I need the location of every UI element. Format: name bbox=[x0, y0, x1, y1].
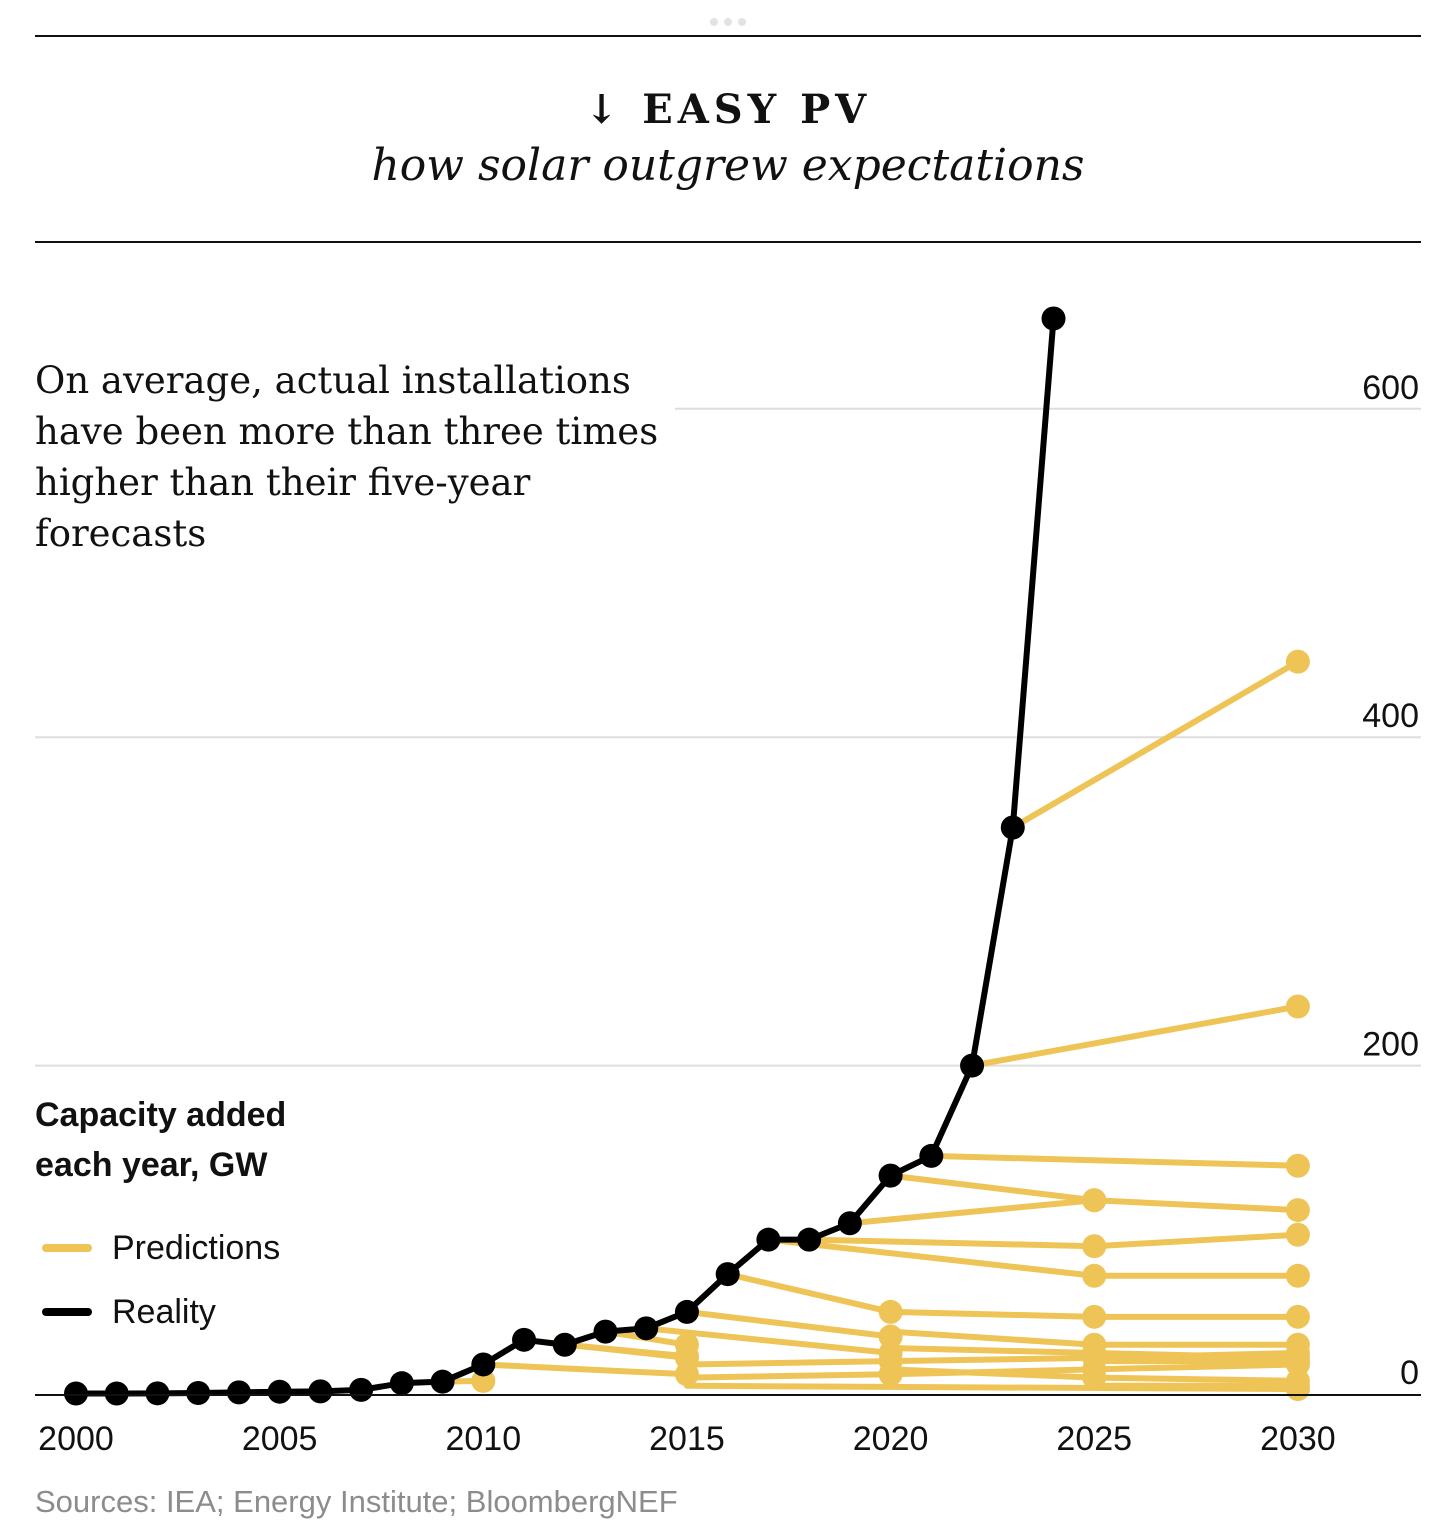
prediction-point-10-2 bbox=[1285, 1263, 1310, 1288]
prediction-line-13 bbox=[887, 1172, 1098, 1204]
prediction-point-0-1 bbox=[471, 1368, 496, 1393]
reality-point-2005 bbox=[267, 1379, 292, 1404]
reality-layer bbox=[64, 306, 1066, 1406]
reality-point-2010 bbox=[471, 1352, 496, 1377]
reality-point-2018 bbox=[797, 1227, 822, 1252]
prediction-line-9 bbox=[724, 1271, 1301, 1320]
prediction-point-11-1 bbox=[1082, 1234, 1107, 1259]
prediction-point-21-1 bbox=[1285, 1349, 1310, 1374]
header-rule bbox=[35, 241, 1421, 243]
reality-point-2003 bbox=[186, 1381, 211, 1406]
chart-kicker: ↓ EASY PV bbox=[584, 86, 872, 133]
prediction-line-11 bbox=[806, 1231, 1301, 1250]
prediction-point-6-1 bbox=[878, 1324, 903, 1349]
legend-item-predictions: Predictions bbox=[42, 1216, 280, 1280]
prediction-line-16 bbox=[1009, 658, 1301, 831]
top-rule bbox=[35, 35, 1421, 37]
prediction-line-14 bbox=[928, 1152, 1301, 1169]
prediction-point-11-2 bbox=[1285, 1222, 1310, 1247]
legend-swatch-predictions bbox=[42, 1244, 92, 1252]
prediction-line-5 bbox=[643, 1325, 894, 1356]
reality-point-2020 bbox=[878, 1163, 903, 1188]
axis-layer: 0 200 400 600 2000 2005 2010 2015 2020 2025 2030 bbox=[35, 369, 1421, 1458]
reality-point-2015 bbox=[674, 1299, 699, 1324]
legend-swatch-reality bbox=[42, 1308, 92, 1316]
reality-point-2009 bbox=[430, 1369, 455, 1394]
chart-annotation: On average, actual installations have be… bbox=[35, 359, 659, 555]
x-tick-label-2015: 2015 bbox=[649, 1420, 725, 1458]
prediction-point-4-1 bbox=[674, 1332, 699, 1357]
prediction-point-9-1 bbox=[878, 1299, 903, 1324]
x-tick-label-2025: 2025 bbox=[1056, 1420, 1132, 1458]
prediction-point-15-1 bbox=[1285, 994, 1310, 1019]
reality-point-2002 bbox=[145, 1381, 170, 1406]
reality-point-2017 bbox=[756, 1227, 781, 1252]
reality-point-2016 bbox=[715, 1262, 740, 1287]
y-tick-label-0: 0 bbox=[1400, 1354, 1419, 1392]
legend-label-predictions: Predictions bbox=[112, 1228, 281, 1267]
reality-point-2021 bbox=[919, 1143, 944, 1168]
reality-point-2014 bbox=[634, 1316, 659, 1341]
reality-point-2004 bbox=[226, 1380, 251, 1405]
reality-point-2013 bbox=[593, 1319, 618, 1344]
x-tick-label-2020: 2020 bbox=[853, 1420, 929, 1458]
x-tick-label-2000: 2000 bbox=[38, 1420, 114, 1458]
prediction-point-9-2 bbox=[1082, 1304, 1107, 1329]
y-tick-label-600: 600 bbox=[1362, 369, 1419, 407]
reality-point-2022 bbox=[960, 1053, 985, 1078]
prediction-point-22-1 bbox=[1285, 1377, 1310, 1402]
prediction-point-16-1 bbox=[1285, 649, 1310, 674]
reality-point-2006 bbox=[308, 1379, 333, 1404]
legend-item-reality: Reality bbox=[42, 1280, 280, 1344]
prediction-line-22 bbox=[683, 1382, 1301, 1393]
reality-point-2024 bbox=[1041, 306, 1066, 331]
prediction-point-12-2 bbox=[1285, 1198, 1310, 1223]
x-tick-label-2010: 2010 bbox=[445, 1420, 521, 1458]
prediction-point-14-1 bbox=[1285, 1153, 1310, 1178]
chart-title: how solar outgrew expectations bbox=[371, 140, 1085, 191]
prediction-line-15 bbox=[969, 1003, 1301, 1069]
source-note: Sources: IEA; Energy Institute; Bloomber… bbox=[35, 1484, 678, 1519]
reality-point-2011 bbox=[512, 1327, 537, 1352]
prediction-line-12 bbox=[846, 1197, 1301, 1227]
y-tick-label-200: 200 bbox=[1362, 1026, 1419, 1064]
reality-point-2012 bbox=[552, 1332, 577, 1357]
unit-label: Capacity added each year, GW bbox=[35, 1096, 287, 1184]
reality-point-2023 bbox=[1000, 815, 1025, 840]
reality-point-2008 bbox=[389, 1371, 414, 1396]
legend: Predictions Reality bbox=[42, 1216, 280, 1344]
prediction-line-1 bbox=[480, 1361, 690, 1378]
drag-handle[interactable] bbox=[706, 18, 750, 28]
x-tick-label-2030: 2030 bbox=[1260, 1420, 1336, 1458]
y-tick-label-400: 400 bbox=[1362, 697, 1419, 735]
prediction-point-10-1 bbox=[1082, 1263, 1107, 1288]
reality-point-2001 bbox=[104, 1381, 129, 1406]
prediction-point-8-1 bbox=[878, 1362, 903, 1387]
predictions-layer bbox=[439, 649, 1310, 1402]
reality-point-2019 bbox=[837, 1211, 862, 1236]
prediction-point-9-3 bbox=[1285, 1304, 1310, 1329]
x-tick-label-2005: 2005 bbox=[242, 1420, 318, 1458]
prediction-line-6 bbox=[683, 1308, 894, 1340]
reality-point-2007 bbox=[349, 1377, 374, 1402]
legend-label-reality: Reality bbox=[112, 1292, 216, 1331]
prediction-point-13-1 bbox=[1082, 1188, 1107, 1213]
prediction-line-3 bbox=[561, 1341, 690, 1360]
reality-point-2000 bbox=[64, 1381, 88, 1406]
